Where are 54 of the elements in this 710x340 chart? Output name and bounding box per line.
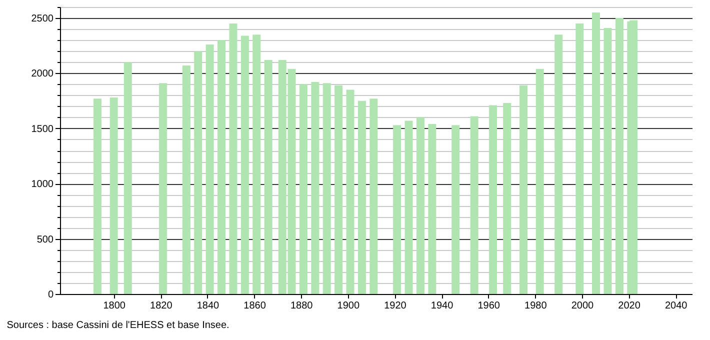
bar <box>452 125 460 294</box>
bar <box>370 98 378 294</box>
bar <box>299 84 308 294</box>
bar <box>124 62 132 294</box>
bar <box>322 83 331 294</box>
bar <box>93 98 102 294</box>
bar <box>194 51 202 294</box>
x-tick-label: 1860 <box>244 300 266 312</box>
x-tick-label: 1880 <box>290 300 314 312</box>
y-tick-label: 1500 <box>31 124 54 135</box>
bar <box>158 83 167 294</box>
bar <box>576 24 584 294</box>
x-tick-label: 2000 <box>571 300 594 312</box>
bar <box>604 28 612 294</box>
x-tick-label: 1980 <box>524 300 548 312</box>
y-tick-label: 0 <box>48 290 54 300</box>
bar <box>358 100 366 294</box>
bar <box>264 60 272 294</box>
y-tick-label: 2500 <box>31 14 54 25</box>
bar <box>416 117 424 294</box>
y-tick-label: 2000 <box>31 68 54 80</box>
bar <box>554 34 563 294</box>
bar <box>519 85 528 294</box>
x-tick-label: 1900 <box>337 300 360 312</box>
bar <box>393 125 402 294</box>
x-tick-label: 2040 <box>664 300 688 312</box>
bar <box>536 68 544 294</box>
bar <box>615 18 624 294</box>
bar <box>206 44 214 294</box>
bar <box>311 82 320 294</box>
x-tick-label: 1920 <box>384 300 407 312</box>
source-note: Sources : base Cassini de l'EHESS et base Insee. <box>6 320 230 331</box>
bar <box>346 90 354 294</box>
bar <box>240 36 249 294</box>
bar <box>229 24 238 294</box>
bar <box>218 40 226 294</box>
x-tick-label: 1940 <box>430 300 454 312</box>
bar <box>503 103 512 294</box>
bar <box>182 66 190 294</box>
bar <box>470 116 478 294</box>
x-tick-label: 1820 <box>150 300 173 312</box>
bar <box>592 12 600 294</box>
x-tick-label: 1800 <box>103 300 126 312</box>
y-tick-label: 500 <box>36 234 54 246</box>
bar <box>489 105 498 294</box>
bar <box>252 34 261 294</box>
y-tick-label: 1000 <box>31 179 54 190</box>
bar <box>334 85 343 294</box>
bar <box>428 124 436 294</box>
x-tick-label: 1840 <box>196 300 220 312</box>
x-tick-label: 1960 <box>478 300 500 312</box>
bar <box>110 98 118 294</box>
x-tick-label: 2020 <box>618 300 641 312</box>
bar <box>404 120 413 294</box>
